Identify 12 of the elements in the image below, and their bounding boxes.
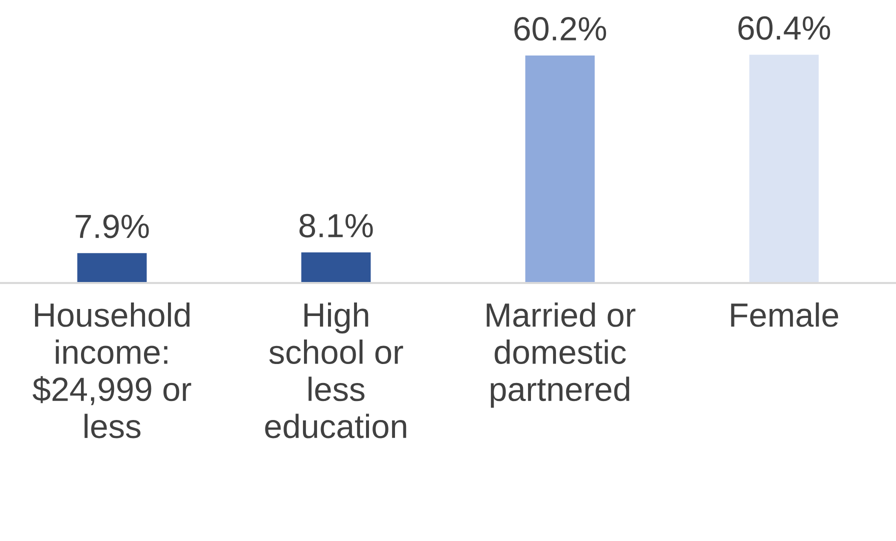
bar [749, 54, 819, 283]
x-tick-label: High school or less education [265, 302, 406, 438]
data-label: 60.4% [738, 16, 830, 40]
data-label: 8.1% [299, 214, 373, 238]
data-label: 7.9% [76, 214, 149, 238]
bar [525, 56, 595, 283]
x-tick-label: Female [731, 302, 838, 327]
x-tick-label: Married or domestic partnered [486, 302, 636, 408]
x-tick-label: Household income: $24,999 or less [32, 302, 192, 438]
data-label: 60.2% [514, 17, 606, 41]
bar [77, 253, 147, 283]
bar [301, 252, 371, 283]
